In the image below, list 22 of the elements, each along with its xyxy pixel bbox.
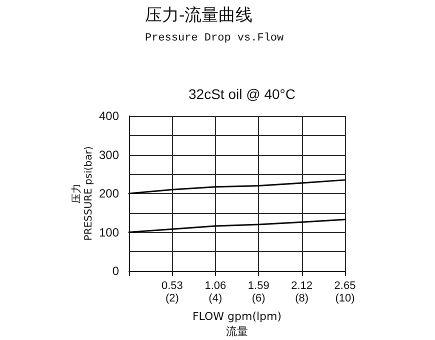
x-tick-label: 1.06 xyxy=(204,280,226,292)
line-series xyxy=(128,179,346,194)
y-tick-label: 0 xyxy=(112,264,120,278)
x-tick-label: 2.65 xyxy=(334,280,356,292)
x2-tick-label: (6) xyxy=(252,292,266,304)
x2-tick-label: (8) xyxy=(295,292,309,304)
x-tick-label: 2.12 xyxy=(291,280,313,292)
chart-title: 压力-流量曲线 xyxy=(145,6,253,26)
x-axis-title: FLOW gpm(lpm) 流量 xyxy=(192,310,282,338)
x2-tick-label: (10) xyxy=(335,292,355,304)
x-tick-label: 0.53 xyxy=(161,280,183,292)
y-tick-label: 300 xyxy=(98,148,120,162)
y-tick-label: 200 xyxy=(98,186,120,200)
y-tick-label: 100 xyxy=(98,225,120,240)
line-series xyxy=(128,218,346,233)
y-tick-label: 400 xyxy=(98,109,120,123)
chart-subtitle: Pressure Drop vs.Flow xyxy=(145,32,284,44)
text: 32cSt oil @ 40°C xyxy=(188,86,296,102)
x-tick-label: 1.59 xyxy=(248,280,270,292)
x2-tick-label: (4) xyxy=(208,292,222,304)
y-axis-title: 压力 PRESSURE psi(bar) xyxy=(70,146,95,241)
x2-tick-label: (2) xyxy=(165,292,179,304)
